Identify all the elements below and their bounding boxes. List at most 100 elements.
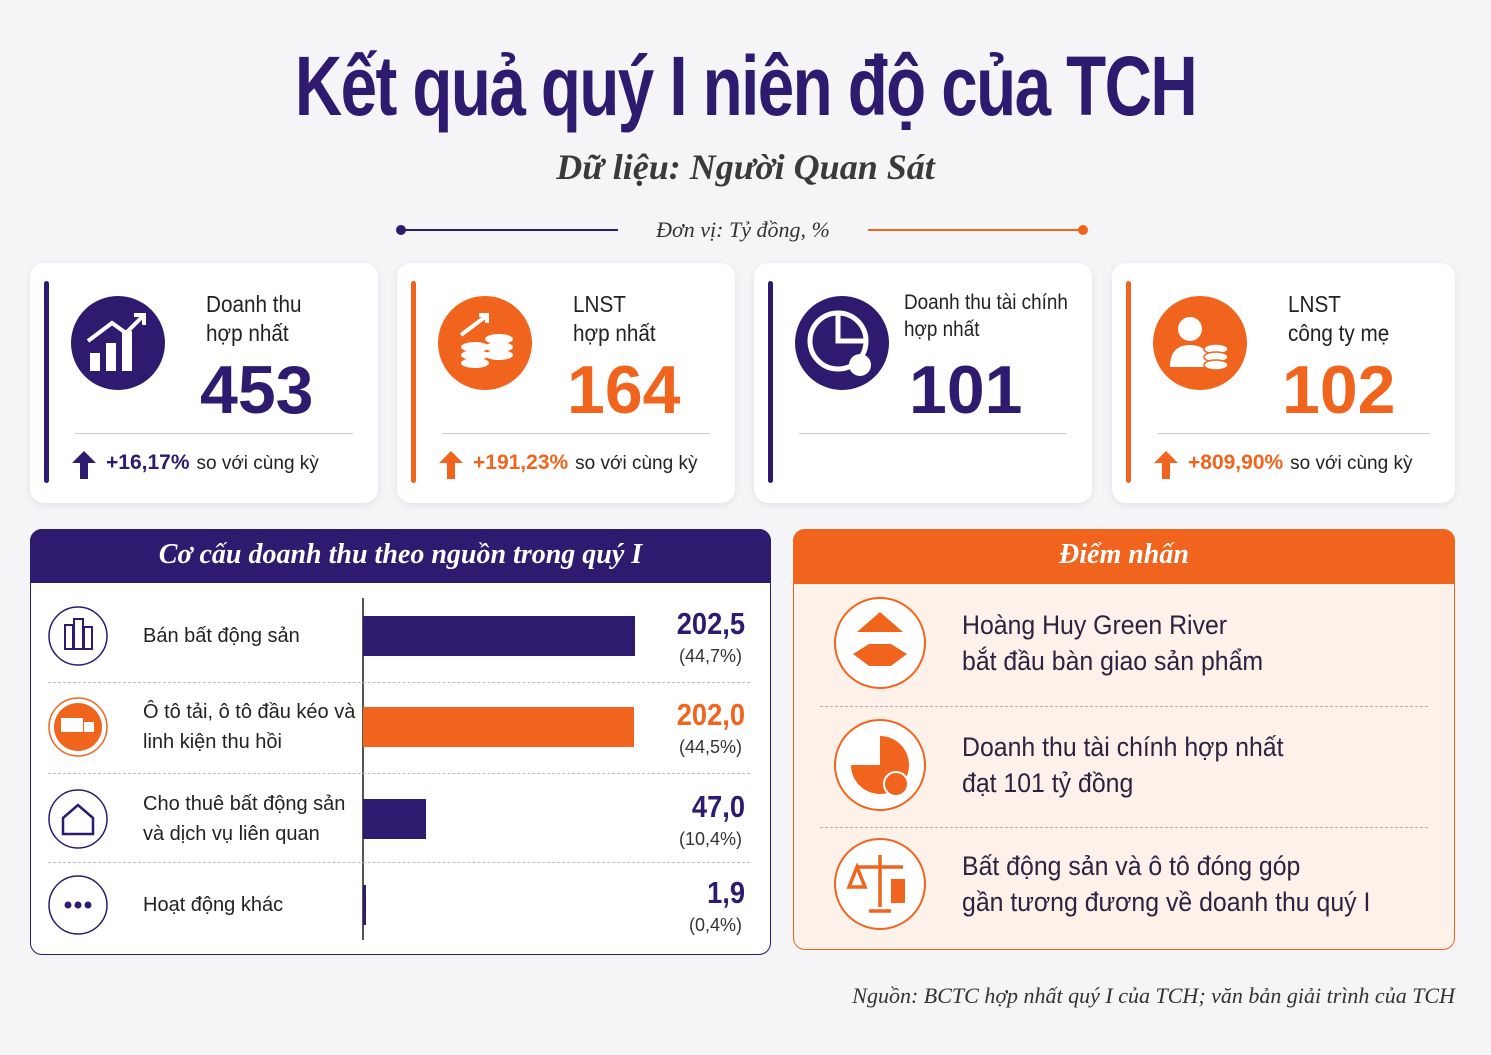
glyph xyxy=(1170,345,1210,367)
bar xyxy=(363,885,366,925)
glyph xyxy=(485,350,513,360)
kpi-change-note: so với cùng kỳ xyxy=(1290,453,1413,474)
kpi-label: Doanh thu xyxy=(206,291,302,317)
glyph xyxy=(857,612,903,632)
glyph xyxy=(853,644,907,666)
divider-dot xyxy=(1078,225,1088,235)
kpi-change-row: +809,90% so với cùng kỳ xyxy=(1188,451,1412,475)
glyph xyxy=(891,879,905,903)
row-separator xyxy=(48,862,750,863)
kpi-change: +191,23% xyxy=(473,451,569,474)
kpi-accent xyxy=(1126,281,1131,483)
kpi-label: Doanh thu tài chính xyxy=(904,291,1068,314)
icon-ring xyxy=(834,597,926,689)
row-separator xyxy=(48,773,750,774)
highlights-header xyxy=(793,529,1455,584)
glyph xyxy=(485,334,513,344)
unit: Đơn vị: Tỷ đồng, % xyxy=(656,217,830,242)
row-icon xyxy=(48,697,108,757)
value-label: 202,5 xyxy=(676,606,745,641)
arrow xyxy=(72,451,96,479)
glyph xyxy=(1178,317,1202,341)
kpi-change-row: +16,17% so với cùng kỳ xyxy=(106,451,319,475)
icon-circle xyxy=(48,606,108,666)
kpi-icon xyxy=(71,296,165,390)
kpi-label: LNST xyxy=(1288,291,1341,317)
glyph xyxy=(1203,359,1229,371)
glyph xyxy=(106,343,116,371)
value-label: 1,9 xyxy=(707,875,745,910)
glyph xyxy=(849,354,871,376)
value-label: 202,0 xyxy=(676,697,745,732)
kpi-value: 102 xyxy=(1282,352,1396,428)
glyph xyxy=(64,901,72,909)
glyph xyxy=(84,722,94,732)
row-icon xyxy=(48,789,108,849)
bar xyxy=(363,799,427,839)
kpi-label: hợp nhất xyxy=(904,318,980,341)
glyph xyxy=(74,901,82,909)
chart-title: Cơ cấu doanh thu theo nguồn trong quý I xyxy=(158,539,643,570)
kpi-card xyxy=(754,263,1092,503)
arrow xyxy=(1154,451,1178,479)
glyph xyxy=(61,803,95,836)
highlight-text: Doanh thu tài chính hợp nhất xyxy=(962,732,1284,762)
glyph xyxy=(122,331,132,371)
bar xyxy=(363,616,635,656)
highlight-text: bắt đầu bàn giao sản phẩm xyxy=(962,646,1264,676)
icon-circle xyxy=(1153,296,1247,390)
glyph xyxy=(461,358,489,368)
highlight-icon xyxy=(834,838,926,930)
kpi-change: +809,90% xyxy=(1188,451,1284,474)
glyph xyxy=(485,342,513,352)
chart-header xyxy=(30,529,771,583)
kpi-divider xyxy=(75,433,353,434)
divider xyxy=(868,229,1083,231)
value-label: 47,0 xyxy=(691,789,745,824)
row-icon xyxy=(48,875,108,935)
up-arrow xyxy=(1154,451,1178,479)
highlight-icon xyxy=(834,719,926,811)
title: Kết quả quý I niên độ của TCH xyxy=(294,39,1198,133)
share-label: (0,4%) xyxy=(688,915,742,935)
glyph xyxy=(86,313,146,343)
icon-circle xyxy=(48,789,108,849)
kpi-label: hợp nhất xyxy=(206,320,289,346)
glyph xyxy=(835,313,866,344)
icon-group xyxy=(1153,296,1247,390)
kpi-value: 164 xyxy=(567,352,681,428)
kpi-value: 101 xyxy=(909,352,1023,428)
row-separator xyxy=(820,706,1428,707)
row-icon xyxy=(48,606,108,666)
category-label: Hoạt động khác xyxy=(143,894,284,916)
icon-circle xyxy=(71,296,165,390)
kpi-change-note: so với cùng kỳ xyxy=(196,453,319,474)
row-separator xyxy=(48,681,750,683)
row-separator xyxy=(820,826,1428,828)
kpi-change-note: so với cùng kỳ xyxy=(575,453,698,474)
kpi-icon xyxy=(438,296,532,390)
glyph xyxy=(461,342,489,352)
share-label: (44,7%) xyxy=(678,646,742,666)
kpi-label: hợp nhất xyxy=(573,320,656,346)
glyph xyxy=(461,350,489,360)
divider xyxy=(400,229,618,231)
arrow xyxy=(439,451,463,479)
glyph xyxy=(846,855,903,913)
glyph xyxy=(459,313,489,337)
kpi-icon xyxy=(795,296,889,390)
icon-group xyxy=(795,296,889,390)
kpi-icon xyxy=(1153,296,1247,390)
icon-circle xyxy=(438,296,532,390)
highlights-title: Điểm nhấn xyxy=(1059,539,1189,570)
share-label: (44,5%) xyxy=(678,737,742,757)
kpi-change: +16,17% xyxy=(106,451,190,474)
highlight-text: đạt 101 tỷ đồng xyxy=(962,768,1134,798)
kpi-accent xyxy=(44,281,49,483)
kpi-accent xyxy=(411,281,416,483)
up-arrow xyxy=(439,451,463,479)
kpi-divider xyxy=(1157,433,1430,434)
kpi-change-row: +191,23% so với cùng kỳ xyxy=(473,451,697,475)
icon-group xyxy=(438,296,532,390)
